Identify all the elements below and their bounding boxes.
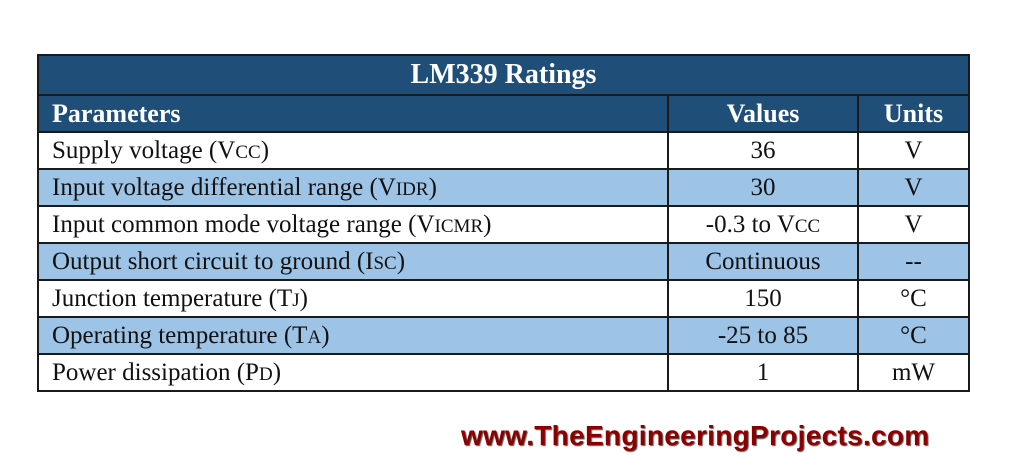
value-cell: 30: [667, 168, 859, 207]
unit-cell: V: [856, 205, 971, 244]
table-body: Supply voltage (VCC) 36 V Input voltage …: [37, 131, 971, 392]
parameter-symbol-subscript: IDR: [395, 179, 429, 200]
parameter-symbol: V: [416, 211, 435, 238]
ratings-table: LM339 Ratings Parameters Values Units Su…: [36, 54, 971, 392]
table-row: Input common mode voltage range (VICMR) …: [37, 205, 971, 244]
parameter-symbol: V: [377, 174, 396, 201]
value-cell: -0.3 to VCC: [667, 205, 859, 244]
table-row: Input voltage differential range (VIDR) …: [37, 168, 971, 207]
table-row: Operating temperature (TA) -25 to 85 °C: [37, 316, 971, 355]
unit-cell: °C: [856, 279, 971, 318]
parameter-symbol-subscript: A: [307, 327, 322, 348]
value-text: 1: [756, 359, 770, 386]
value-text: 30: [750, 174, 776, 201]
parameter-text: Power dissipation (: [52, 359, 246, 386]
parameter-text: Output short circuit to ground (: [52, 248, 366, 275]
value-cell: -25 to 85: [667, 316, 859, 355]
parameter-close: ): [260, 137, 270, 164]
parameter-close: ): [299, 285, 308, 312]
parameter-cell: Input voltage differential range (VIDR): [37, 168, 669, 207]
header-units: Units: [856, 94, 971, 133]
parameter-symbol: P: [245, 359, 259, 386]
parameter-close: ): [321, 322, 330, 349]
table-row: Output short circuit to ground (ISC) Con…: [37, 242, 971, 281]
parameter-close: ): [428, 174, 437, 201]
parameter-close: ): [396, 248, 406, 275]
table-row: Supply voltage (VCC) 36 V: [37, 131, 971, 170]
parameter-symbol-subscript: ICMR: [434, 216, 484, 237]
parameter-symbol-subscript: J: [292, 290, 300, 311]
parameter-cell: Supply voltage (VCC): [37, 131, 669, 170]
value-cell: Continuous: [667, 242, 859, 281]
table-header-row: Parameters Values Units: [37, 94, 971, 133]
parameter-close: ): [483, 211, 492, 238]
parameter-cell: Input common mode voltage range (VICMR): [37, 205, 669, 244]
value-text: -25 to 85: [717, 322, 809, 349]
parameter-text: Input voltage differential range (: [52, 174, 378, 201]
parameter-cell: Junction temperature (TJ): [37, 279, 669, 318]
value-subscript: CC: [794, 216, 821, 237]
table-row: Power dissipation (PD) 1 mW: [37, 353, 971, 392]
unit-cell: °C: [856, 316, 971, 355]
table-row: Junction temperature (TJ) 150 °C: [37, 279, 971, 318]
parameter-cell: Power dissipation (PD): [37, 353, 669, 392]
parameter-cell: Output short circuit to ground (ISC): [37, 242, 669, 281]
parameter-text: Supply voltage (: [52, 137, 218, 164]
parameter-symbol: V: [217, 137, 236, 164]
parameter-close: ): [272, 359, 282, 386]
parameter-symbol: T: [276, 285, 293, 312]
website-watermark: www.TheEngineeringProjects.com: [461, 420, 930, 451]
parameter-cell: Operating temperature (TA): [37, 316, 669, 355]
header-parameters: Parameters: [37, 94, 669, 133]
parameter-symbol-subscript: SC: [373, 253, 397, 274]
unit-cell: V: [856, 168, 971, 207]
parameter-symbol: I: [365, 248, 374, 275]
unit-cell: --: [856, 242, 971, 281]
parameter-symbol-subscript: D: [258, 364, 273, 385]
value-text: Continuous: [705, 248, 821, 275]
parameter-text: Input common mode voltage range (: [52, 211, 417, 238]
value-cell: 1: [667, 353, 859, 392]
value-cell: 150: [667, 279, 859, 318]
parameter-symbol: T: [292, 322, 308, 349]
parameter-symbol-subscript: CC: [235, 142, 261, 163]
parameter-text: Junction temperature (: [52, 285, 277, 312]
table-title-row: LM339 Ratings: [36, 54, 971, 96]
value-text: 150: [744, 285, 782, 312]
table-title: LM339 Ratings: [36, 54, 971, 96]
value-cell: 36: [667, 131, 859, 170]
value-text: 36: [750, 137, 776, 164]
header-values: Values: [667, 94, 859, 133]
parameter-text: Operating temperature (: [52, 322, 293, 349]
unit-cell: V: [856, 131, 971, 170]
value-text: -0.3 to V: [705, 211, 795, 238]
unit-cell: mW: [856, 353, 971, 392]
